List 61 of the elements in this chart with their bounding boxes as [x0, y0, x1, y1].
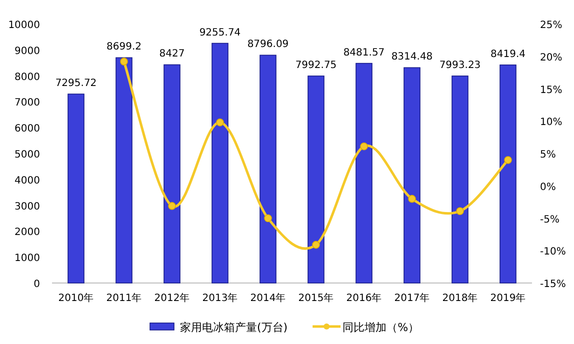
y-tick-label: 7000 [14, 98, 40, 109]
x-tick-label: 2015年 [298, 292, 334, 304]
y-tick-label: 4000 [14, 175, 40, 186]
data-label: 7295.72 [55, 78, 97, 90]
x-tick-label: 2010年 [58, 292, 94, 304]
y-tick-label: 2000 [14, 227, 40, 238]
point [504, 156, 512, 164]
x-tick-label: 2017年 [394, 292, 430, 304]
point [168, 202, 176, 210]
bar [356, 62, 372, 284]
y-tick-label: 8000 [14, 72, 40, 83]
legend-label: 家用电冰箱产量(万台) [180, 321, 288, 334]
bar [404, 67, 420, 284]
y-tick-label: 10000 [8, 20, 40, 31]
data-label: 8481.57 [343, 47, 385, 58]
y2-tick-label: 10% [540, 117, 562, 128]
point [120, 58, 128, 66]
x-tick-label: 2013年 [202, 292, 238, 304]
bar [452, 76, 468, 284]
y-tick-label: 6000 [14, 124, 40, 135]
bar [68, 94, 84, 284]
legend-label: 同比增加（%） [342, 321, 420, 334]
y2-tick-label: 0% [540, 182, 556, 193]
point [360, 142, 368, 150]
bar [260, 54, 276, 284]
data-label: 8419.4 [490, 48, 526, 60]
y-tick-label: 3000 [14, 201, 40, 212]
bar [500, 64, 516, 284]
y2-tick-label: 25% [540, 20, 562, 31]
x-tick-label: 2016年 [346, 292, 382, 304]
data-label: 9255.74 [199, 27, 241, 38]
point [312, 240, 320, 249]
y2-tick-label: -5% [540, 214, 560, 226]
data-label: 7992.75 [295, 60, 337, 71]
y2-tick-label: 5% [540, 150, 556, 160]
y2-tick-label: 20% [540, 52, 562, 64]
x-tick-label: 2014年 [250, 292, 286, 304]
x-tick-label: 2011年 [106, 292, 142, 304]
bar [212, 42, 228, 284]
y-tick-label: 9000 [14, 46, 40, 57]
y2-tick-label: -15% [540, 279, 566, 290]
y-tick-label: 1000 [14, 253, 40, 264]
data-label: 7993.23 [439, 60, 481, 71]
point [216, 118, 224, 126]
y-tick-label: 0 [34, 279, 40, 290]
y2-tick-label: 15% [540, 84, 562, 96]
data-label: 8699.2 [106, 42, 142, 53]
x-tick-label: 2012年 [154, 292, 190, 304]
x-tick-label: 2018年 [442, 292, 478, 304]
bar [308, 76, 324, 284]
point [456, 207, 464, 216]
y-tick-label: 5000 [14, 150, 40, 160]
y2-tick-label: -10% [540, 246, 566, 258]
data-label: 8427 [159, 48, 185, 60]
point [408, 194, 416, 203]
bar [164, 64, 180, 284]
x-tick-label: 2019年 [490, 292, 526, 304]
point [264, 214, 272, 222]
bar [116, 57, 132, 284]
data-label: 8314.48 [391, 52, 433, 63]
data-label: 8796.09 [247, 39, 289, 50]
